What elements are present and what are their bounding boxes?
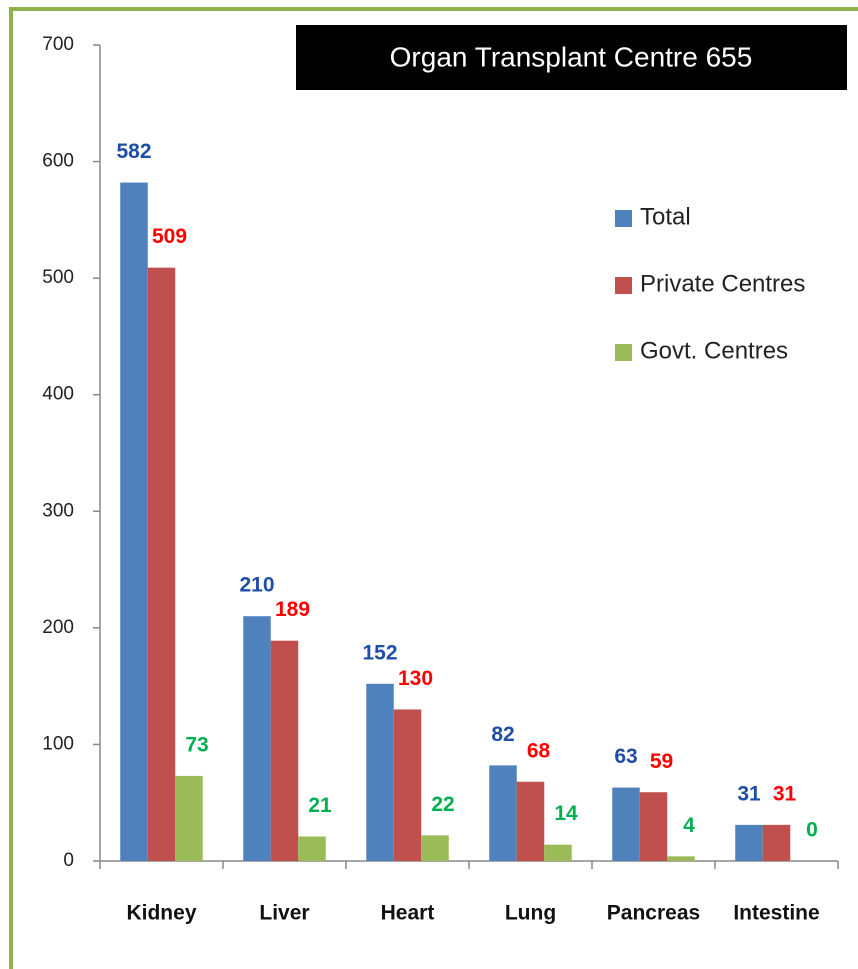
- data-label: 31: [773, 782, 797, 805]
- bar: [544, 844, 572, 861]
- bar: [612, 787, 640, 861]
- x-tick-label: Heart: [381, 902, 435, 925]
- y-tick-label: 0: [63, 850, 74, 871]
- data-label: 63: [614, 745, 637, 768]
- legend-label: Private Centres: [640, 270, 805, 297]
- bar: [762, 824, 791, 861]
- data-label: 14: [554, 802, 578, 825]
- legend-swatch: [615, 344, 632, 361]
- bar: [639, 792, 668, 861]
- y-tick-label: 200: [42, 617, 74, 638]
- legend-label: Govt. Centres: [640, 337, 788, 364]
- frame: [9, 7, 858, 969]
- legend-label: Total: [640, 203, 691, 230]
- data-label: 152: [362, 641, 397, 664]
- bar: [421, 835, 449, 861]
- x-tick-label: Kidney: [126, 902, 196, 925]
- bar: [735, 824, 763, 861]
- legend-swatch: [615, 210, 632, 227]
- bar: [147, 267, 176, 861]
- chart-title: Organ Transplant Centre 655: [390, 41, 753, 72]
- y-tick-label: 300: [42, 500, 74, 521]
- y-tick-label: 400: [42, 384, 74, 405]
- data-label: 582: [116, 140, 151, 163]
- data-label: 73: [185, 733, 208, 756]
- x-tick-label: Intestine: [733, 902, 819, 925]
- bar: [516, 781, 545, 861]
- data-label: 31: [737, 782, 761, 805]
- y-tick-label: 100: [42, 733, 74, 754]
- y-tick-label: 500: [42, 267, 74, 288]
- x-tick-label: Lung: [505, 902, 556, 925]
- bar: [489, 765, 517, 861]
- bar: [243, 616, 271, 861]
- data-label: 4: [683, 814, 695, 837]
- data-label: 509: [152, 225, 187, 248]
- data-label: 130: [398, 667, 433, 690]
- data-label: 189: [275, 598, 310, 621]
- data-label: 68: [527, 739, 551, 762]
- bar: [298, 836, 326, 861]
- bar: [667, 856, 695, 861]
- x-tick-label: Pancreas: [607, 902, 700, 925]
- bar: [270, 640, 299, 861]
- data-label: 0: [806, 819, 818, 842]
- bar: [120, 182, 148, 861]
- data-label: 22: [431, 793, 454, 816]
- data-label: 82: [491, 723, 514, 746]
- data-label: 210: [239, 574, 274, 597]
- title-box: [296, 25, 847, 90]
- bar: [393, 709, 422, 861]
- data-label: 59: [650, 750, 673, 773]
- y-tick-label: 700: [42, 34, 74, 55]
- bar: [366, 683, 394, 861]
- data-label: 21: [308, 794, 332, 817]
- x-tick-label: Liver: [259, 902, 309, 925]
- bar: [175, 775, 203, 861]
- y-tick-label: 600: [42, 151, 74, 172]
- legend-swatch: [615, 277, 632, 294]
